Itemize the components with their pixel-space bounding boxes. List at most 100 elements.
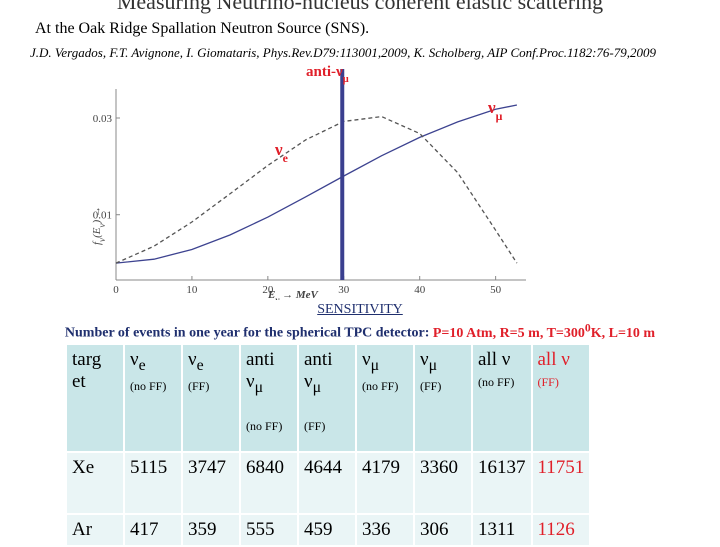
header-note: (no FF): [130, 378, 167, 393]
header-symbol: ν: [561, 349, 570, 370]
header-sub: e: [138, 356, 146, 374]
table-cell: 11751: [530, 451, 592, 515]
header-cell: νe (FF): [181, 343, 241, 453]
header-symbol: ν: [362, 349, 371, 370]
header-symbol: ν: [420, 349, 429, 370]
sup: 0: [584, 321, 591, 334]
table-cell: 1126: [530, 513, 592, 547]
table-cell: 336: [355, 513, 415, 547]
table-row: Xe 5115 3747 6840 4644 4179 3360 16137 11751: [65, 451, 592, 515]
table-cell: 4644: [297, 451, 357, 515]
header-cell: νe (no FF): [123, 343, 183, 453]
annotation-sub: μ: [496, 109, 503, 123]
table-cell: 555: [239, 513, 299, 547]
header-cell: νμ (FF): [413, 343, 473, 453]
header-cell: all ν (FF): [530, 343, 592, 453]
table-cell: 359: [181, 513, 241, 547]
conditions: Number of events in one year for the sph…: [0, 321, 720, 342]
x-tick-label: 10: [186, 284, 198, 296]
x-tick-label: 0: [113, 284, 119, 296]
params: P=10 Atm, R=5 m, T=300: [432, 325, 585, 341]
annotation-sub: e: [283, 151, 288, 165]
y-tick-label: 0.01: [93, 210, 112, 222]
header-sub: μ: [312, 378, 322, 396]
header-symbol: ν: [304, 371, 313, 392]
header-note: (no FF): [478, 375, 515, 389]
header-sub: e: [196, 356, 204, 374]
header-cell: anti νμ (no FF): [239, 343, 299, 453]
table-cell: 3360: [413, 451, 473, 515]
table-body: Xe 5115 3747 6840 4644 4179 3360 16137 11751 Ar 41…: [65, 451, 592, 547]
header-label: targ et: [72, 349, 102, 392]
title: Measuring Neutrino-nucleus coherent elas…: [116, 0, 604, 14]
x-tick-label: 20: [262, 284, 274, 296]
curve: [115, 104, 518, 264]
header-note: (FF): [420, 378, 442, 393]
header-cell: νμ (no FF): [355, 343, 415, 453]
reference: J.D. Vergados, F.T. Avignone, I. Giomata…: [30, 45, 656, 60]
label-part: E: [267, 289, 275, 300]
header-sub: μ: [254, 378, 264, 396]
header-note: (no FF): [246, 418, 283, 433]
x-tick-label: 50: [490, 284, 502, 296]
header-note: (FF): [304, 418, 326, 433]
header-pre: anti: [246, 349, 275, 370]
table-cell: 1311: [471, 513, 533, 547]
table-cell: Ar: [65, 513, 125, 547]
label-part: → MeV: [279, 289, 319, 300]
subscript: ν: [275, 295, 280, 300]
annotation-sub: μ: [343, 74, 349, 85]
table-cell: 306: [413, 513, 473, 547]
header-pre: anti: [304, 349, 333, 370]
annotation-text: ν: [487, 98, 496, 117]
header-symbol: ν: [130, 349, 139, 370]
table-cell: Xe: [65, 451, 125, 515]
header-sub: μ: [370, 356, 380, 374]
x-axis-label: Eν → MeV: [267, 289, 320, 300]
label-part: ) →: [91, 206, 103, 224]
label-part: f: [91, 240, 103, 245]
conditions-text: Number of events in one year for the sph…: [64, 325, 430, 341]
y-tick-label: 0.03: [93, 113, 113, 125]
conditions-params: P=10 Atm, R=5 m, T=3000K, L=10 m: [432, 321, 656, 341]
table-cell: 3747: [181, 451, 241, 515]
params-rest: K, L=10 m: [590, 325, 656, 341]
header-symbol: ν: [188, 349, 197, 370]
table-cell: 417: [123, 513, 183, 547]
annotation: νe: [274, 140, 288, 165]
y-axis-label: fν(Eν) →: [91, 206, 107, 245]
x-tick-label: 40: [414, 284, 426, 296]
subscript: ν: [97, 237, 107, 242]
table-cell: 459: [297, 513, 357, 547]
table-cell: 5115: [123, 451, 183, 515]
x-tick-label: 30: [338, 284, 350, 296]
curve: [115, 115, 518, 264]
header-row: targ et νe (no FF) νe (FF) anti νμ (no FF) anti…: [65, 343, 592, 453]
table-cell: 4179: [355, 451, 415, 515]
header-symbol: ν: [501, 349, 511, 370]
header-cell: anti νμ (FF): [297, 343, 357, 453]
annotation: anti-νμ: [306, 64, 349, 85]
header-note: (no FF): [362, 378, 399, 393]
table-cell: 16137: [471, 451, 533, 515]
table-cell: 6840: [239, 451, 299, 515]
header-symbol: ν: [246, 371, 255, 392]
annotation-text: ν: [274, 140, 283, 159]
subtitle: At the Oak Ridge Spallation Neutron Sour…: [35, 20, 370, 37]
header-cell: all ν (no FF): [471, 343, 533, 453]
events-table: targ et νe (no FF) νe (FF) anti νμ (no FF) anti…: [65, 343, 592, 547]
header-pre: all: [478, 349, 497, 370]
annotation-text: anti-ν: [306, 64, 343, 80]
header-note: (FF): [188, 378, 210, 393]
header-sub: μ: [428, 356, 438, 374]
table-row: Ar 417 359 555 459 336 306 1311 1126: [65, 513, 592, 547]
annotation: νμ: [487, 98, 503, 123]
header-cell: targ et: [65, 343, 125, 453]
header-pre: all: [537, 349, 557, 370]
label-part: (E: [91, 227, 103, 238]
subscript: ν: [97, 223, 107, 228]
section-heading: SENSITIVITY: [317, 302, 403, 317]
header-note: (FF): [537, 375, 559, 389]
